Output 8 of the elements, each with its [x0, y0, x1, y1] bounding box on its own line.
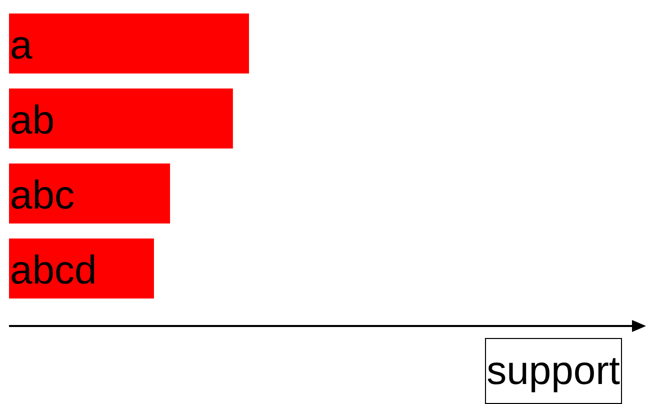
bar: [9, 14, 249, 74]
y-tick-label: ab: [10, 98, 54, 142]
y-tick-label: abcd: [10, 248, 97, 292]
bar: [9, 164, 170, 224]
text: support: [484, 338, 622, 404]
bar: [9, 88, 233, 148]
y-tick-label: a: [10, 24, 33, 68]
y-tick-label: abc: [10, 174, 74, 218]
